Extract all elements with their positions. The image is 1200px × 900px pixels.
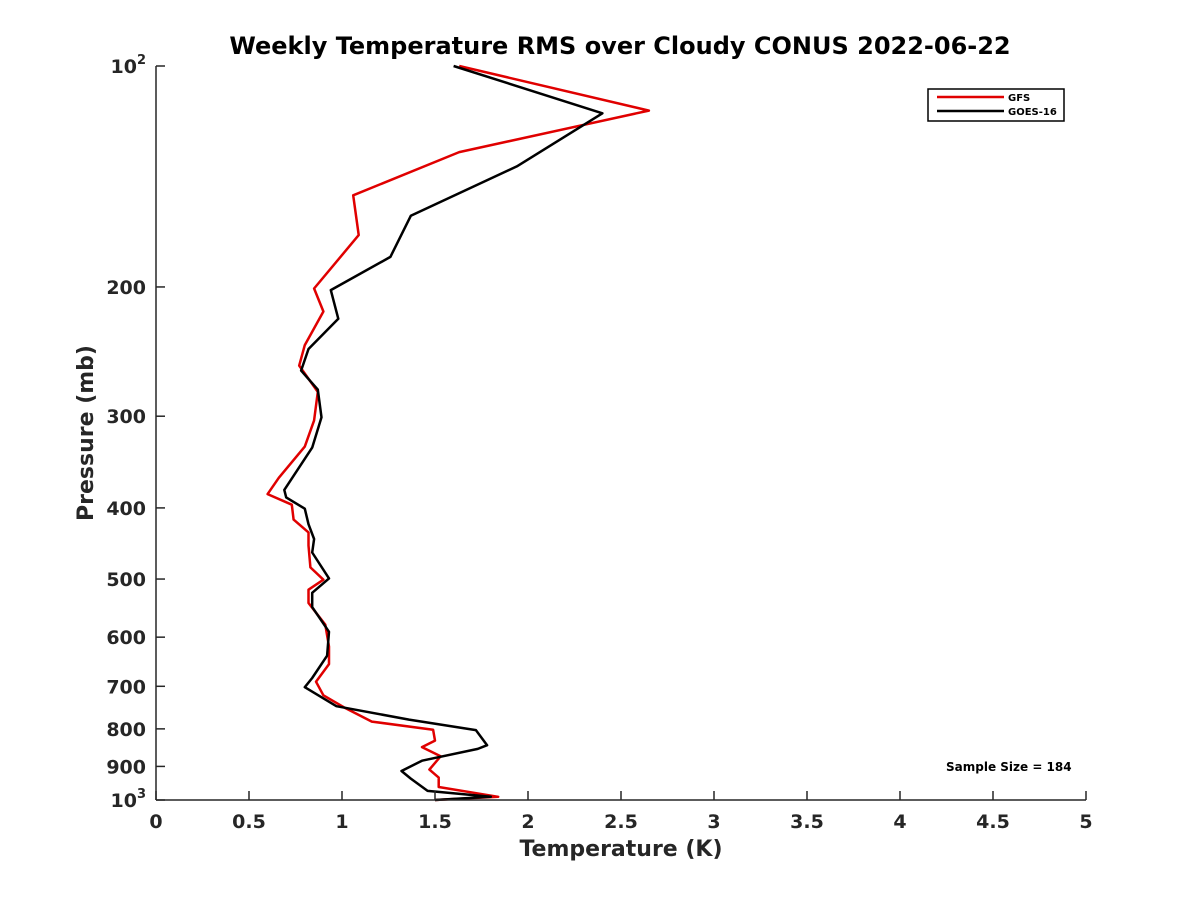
x-tick-label: 0.5 [232,811,266,833]
x-tick-label: 2 [521,811,534,833]
y-axis-label: Pressure (mb) [74,345,99,521]
y-tick-label: 400 [106,498,146,520]
series-line-gfs [266,64,651,802]
legend-box [927,88,1065,122]
sample-size-annotation: Sample Size = 184 [946,760,1072,774]
y-tick-label: 500 [106,569,146,591]
series-layer [266,64,651,802]
x-ticks: 0 0.5 1 1.5 2 2.5 3 3.5 4 4.5 5 [149,791,1093,833]
axes [155,66,1086,801]
x-tick-label: 3 [707,811,720,833]
y-tick-label: 102 [111,53,147,78]
y-tick-label: 103 [111,787,147,812]
y-tick-label: 300 [106,406,146,428]
series-line-goes16 [283,64,604,802]
y-tick-label: 600 [106,627,146,649]
x-tick-label: 3.5 [790,811,824,833]
x-tick-label: 0 [149,811,162,833]
y-tick-label: 900 [106,756,146,778]
x-tick-label: 5 [1079,811,1092,833]
x-tick-label: 2.5 [604,811,638,833]
legend-label-goes16: GOES-16 [1008,107,1057,118]
x-tick-label: 1 [335,811,348,833]
x-tick-label: 4 [893,811,906,833]
legend: GFS GOES-16 [927,88,1065,122]
x-axis-label: Temperature (K) [519,837,722,862]
y-tick-label: 800 [106,719,146,741]
x-tick-label: 1.5 [418,811,452,833]
chart-title: Weekly Temperature RMS over Cloudy CONUS… [229,32,1010,60]
y-ticks: 102 200 300 400 500 600 700 800 900 103 [106,53,165,812]
y-tick-label: 700 [106,676,146,698]
legend-label-gfs: GFS [1008,93,1030,104]
y-tick-label: 200 [106,277,146,299]
x-tick-label: 4.5 [976,811,1010,833]
